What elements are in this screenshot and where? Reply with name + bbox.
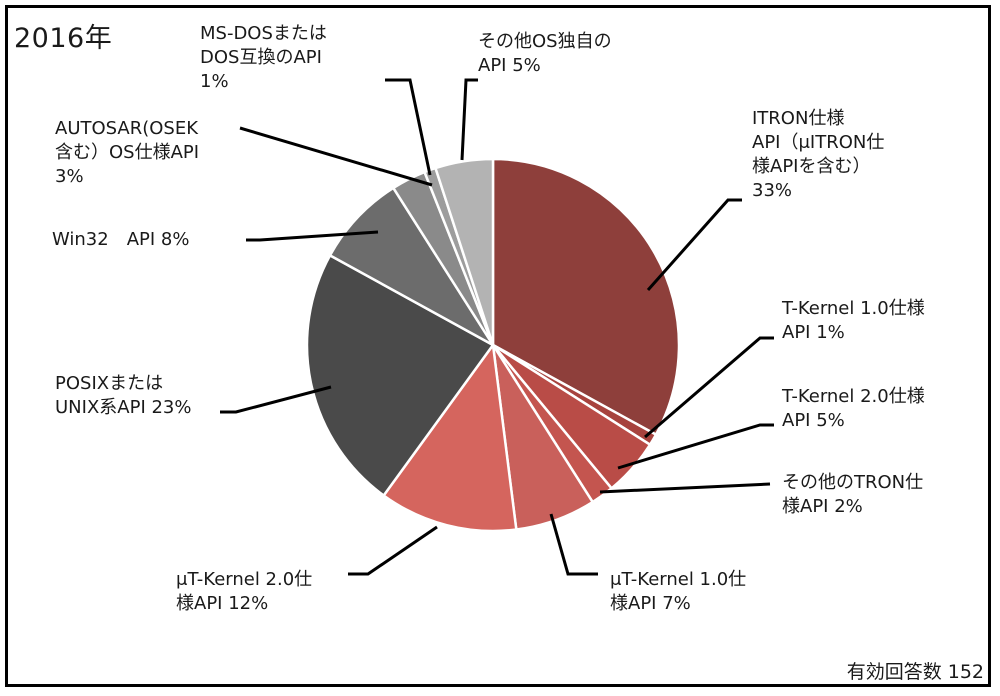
slice-label-line: DOS互換のAPI bbox=[200, 47, 322, 68]
leader-line-8 bbox=[246, 230, 379, 242]
slice-label-line: API 5% bbox=[478, 55, 541, 76]
slice-label-line: 様API 12% bbox=[176, 593, 269, 614]
slice-label-line: 様API 7% bbox=[610, 593, 691, 614]
response-count: 有効回答数 152 bbox=[847, 657, 984, 684]
slice-label-2: T-Kernel 1.0仕様 API 1% bbox=[782, 297, 925, 345]
slice-label-line: 3% bbox=[55, 166, 84, 187]
slice-label-line: API 5% bbox=[782, 410, 845, 431]
slice-label-line: MS-DOSまたは bbox=[200, 23, 327, 44]
leader-line-11 bbox=[460, 78, 478, 161]
leader-line-2 bbox=[644, 336, 774, 439]
pie-slice-1 bbox=[491, 157, 681, 436]
slice-label-line: Win32 API 8% bbox=[52, 229, 190, 250]
slice-label-line: ITRON仕様 bbox=[752, 108, 845, 129]
slice-label-line: AUTOSAR(OSEK bbox=[55, 118, 199, 139]
slice-label-line: μT-Kernel 1.0仕 bbox=[610, 569, 747, 590]
slice-label-line: その他OS独自の bbox=[478, 31, 612, 52]
leader-line-10 bbox=[385, 78, 432, 176]
chart-title: 2016年 bbox=[14, 23, 113, 54]
slice-label-line: その他のTRON仕 bbox=[782, 472, 924, 493]
slice-label-line: μT-Kernel 2.0仕 bbox=[176, 569, 313, 590]
leader-line-3 bbox=[617, 423, 774, 470]
slice-label-line: API（μITRON仕 bbox=[752, 132, 885, 153]
slice-label-7: POSIXまたは UNIX系API 23% bbox=[55, 372, 192, 420]
leader-line-6 bbox=[348, 525, 438, 576]
slice-label-line: T-Kernel 1.0仕様 bbox=[782, 298, 925, 319]
slice-label-6: μT-Kernel 2.0仕 様API 12% bbox=[176, 568, 312, 616]
leader-line-9 bbox=[239, 126, 433, 187]
slice-label-line: 1% bbox=[200, 71, 229, 92]
response-count-label: 有効回答数 bbox=[846, 661, 942, 683]
slice-label-1: ITRON仕様 API（μITRON仕 様APIを含む） 33% bbox=[752, 107, 884, 203]
slice-label-9: AUTOSAR(OSEK 含む）OS仕様API 3% bbox=[55, 117, 199, 189]
pie-slice-8 bbox=[328, 186, 495, 347]
pie-slice-11 bbox=[434, 157, 495, 347]
slice-label-line: T-Kernel 2.0仕様 bbox=[782, 386, 925, 407]
leader-line-1 bbox=[646, 198, 742, 291]
slice-label-line: API 1% bbox=[782, 322, 845, 343]
pie-slice-7 bbox=[305, 254, 495, 497]
slice-label-8: Win32 API 8% bbox=[52, 228, 189, 252]
slice-label-10: MS-DOSまたは DOS互換のAPI 1% bbox=[200, 22, 327, 94]
slice-label-4: その他のTRON仕 様API 2% bbox=[782, 471, 923, 519]
response-count-value: 152 bbox=[947, 661, 984, 683]
slice-label-5: μT-Kernel 1.0仕 様API 7% bbox=[610, 568, 746, 616]
pie-slice-6 bbox=[382, 343, 518, 533]
leader-line-4 bbox=[599, 482, 771, 494]
slice-label-11: その他OS独自の API 5% bbox=[478, 30, 612, 78]
leader-line-7 bbox=[220, 385, 332, 414]
slice-label-line: 様APIを含む） bbox=[752, 156, 871, 177]
slice-label-line: UNIX系API 23% bbox=[55, 397, 192, 418]
slice-label-line: 含む）OS仕様API bbox=[55, 142, 200, 163]
slice-label-line: 様API 2% bbox=[782, 496, 863, 517]
leader-line-5 bbox=[549, 513, 598, 576]
slice-label-line: POSIXまたは bbox=[55, 373, 164, 394]
slice-label-3: T-Kernel 2.0仕様 API 5% bbox=[782, 385, 925, 433]
slice-label-line: 33% bbox=[752, 180, 793, 201]
